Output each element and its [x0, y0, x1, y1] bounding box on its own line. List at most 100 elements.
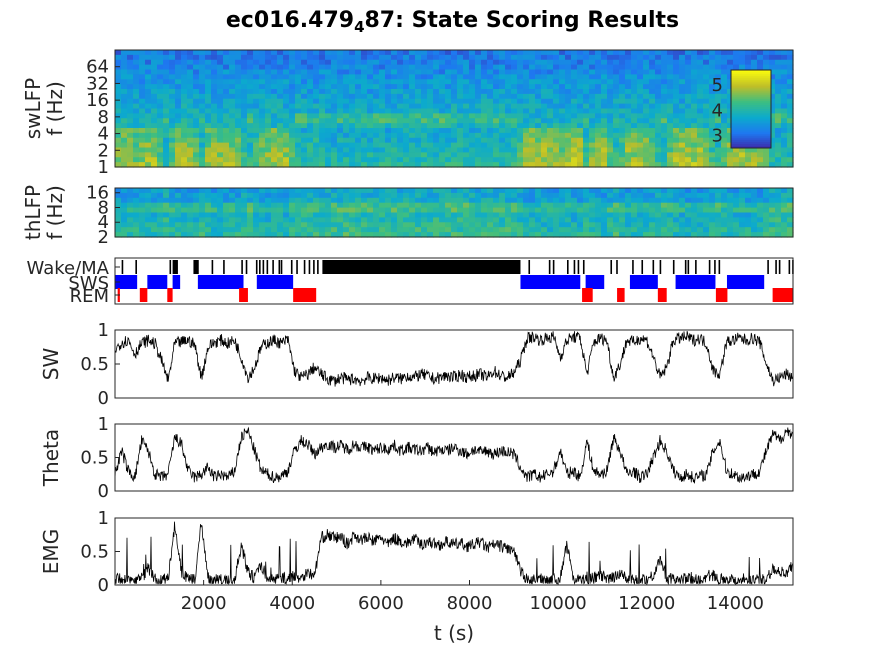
swlfp-cell	[229, 98, 236, 105]
swlfp-cell	[577, 79, 584, 85]
swlfp-cell	[667, 147, 674, 153]
swlfp-cell	[253, 74, 260, 80]
swlfp-cell	[181, 162, 188, 168]
swlfp-cell	[517, 157, 524, 163]
thlfp-cell	[241, 227, 248, 233]
swlfp-cell	[499, 118, 506, 124]
thlfp-cell	[139, 222, 146, 228]
swlfp-cell	[223, 132, 230, 139]
thlfp-cell	[271, 188, 278, 194]
swlfp-cell	[655, 137, 662, 144]
thlfp-cell	[325, 212, 332, 218]
swlfp-cell	[223, 103, 230, 110]
swlfp-cell	[121, 50, 128, 56]
swlfp-cell	[175, 103, 182, 110]
swlfp-cell	[535, 108, 542, 114]
swlfp-cell	[643, 123, 650, 129]
swlfp-cell	[775, 137, 782, 144]
swlfp-cell	[733, 162, 740, 168]
thlfp-cell	[517, 202, 524, 209]
swlfp-cell	[613, 59, 620, 66]
swlfp-cell	[469, 69, 476, 75]
thlfp-cell	[157, 222, 164, 228]
swlfp-cell	[535, 118, 542, 124]
thlfp-cell	[193, 222, 200, 228]
swlfp-cell	[283, 108, 290, 114]
swlfp-cell	[379, 98, 386, 105]
swlfp-cell	[787, 162, 794, 168]
swlfp-cell	[721, 132, 728, 139]
swlfp-cell	[595, 152, 602, 158]
swlfp-cell	[589, 69, 596, 75]
swlfp-cell	[775, 113, 782, 119]
thlfp-cell	[553, 192, 560, 199]
swlfp-cell	[241, 108, 248, 114]
thlfp-cell	[463, 217, 470, 223]
swlfp-cell	[139, 147, 146, 153]
thlfp-cell	[775, 202, 782, 209]
swlfp-cell	[625, 103, 632, 110]
swlfp-cell	[523, 123, 530, 129]
thlfp-cell	[409, 192, 416, 199]
swlfp-cell	[649, 113, 656, 119]
swlfp-cell	[583, 118, 590, 124]
swlfp-cell	[565, 69, 572, 75]
swlfp-cell	[697, 103, 704, 110]
thlfp-cell	[349, 207, 356, 214]
thlfp-cell	[169, 212, 176, 218]
swlfp-cell	[721, 118, 728, 124]
thlfp-cell	[211, 207, 218, 214]
swlfp-cell	[607, 162, 614, 168]
swlfp-cell	[439, 157, 446, 163]
thlfp-cell	[271, 232, 278, 238]
thlfp-cell	[169, 227, 176, 233]
thlfp-cell	[565, 222, 572, 228]
swlfp-cell	[457, 59, 464, 66]
swlfp-cell	[487, 123, 494, 129]
thlfp-cell	[511, 188, 518, 194]
thlfp-cell	[673, 188, 680, 194]
swlfp-cell	[775, 74, 782, 80]
swlfp-cell	[625, 118, 632, 124]
thlfp-cell	[175, 207, 182, 214]
swlfp-cell	[475, 128, 482, 134]
swlfp-cell	[139, 118, 146, 124]
thlfp-cell	[643, 207, 650, 214]
thlfp-cell	[727, 212, 734, 218]
swlfp-cell	[781, 128, 788, 134]
swlfp-cell	[439, 54, 446, 61]
swlfp-cell	[307, 128, 314, 134]
thlfp-cell	[781, 222, 788, 228]
thlfp-cell	[661, 188, 668, 194]
swlfp-cell	[229, 74, 236, 80]
swlfp-cell	[337, 142, 344, 149]
thlfp-cell	[673, 207, 680, 214]
swlfp-cell	[181, 64, 188, 71]
swlfp-cell	[157, 50, 164, 56]
colorbar-cell	[731, 107, 771, 110]
swlfp-cell	[115, 84, 122, 90]
thlfp-cell	[679, 207, 686, 214]
wake-bout	[290, 260, 293, 274]
swlfp-cell	[229, 123, 236, 129]
thlfp-cell	[637, 192, 644, 199]
thlfp-cell	[523, 207, 530, 214]
swlfp-cell	[529, 98, 536, 105]
swlfp-cell	[397, 54, 404, 61]
swlfp-cell	[691, 54, 698, 61]
thlfp-cell	[325, 197, 332, 204]
swlfp-cell	[751, 54, 758, 61]
swlfp-cell	[505, 74, 512, 80]
thlfp-cell	[601, 188, 608, 194]
swlfp-cell	[265, 123, 272, 129]
swlfp-cell	[361, 152, 368, 158]
swlfp-cell	[565, 142, 572, 149]
thlfp-cell	[649, 207, 656, 214]
swlfp-cell	[349, 113, 356, 119]
thlfp-cell	[571, 227, 578, 233]
swlfp-cell	[505, 59, 512, 66]
wake-bout	[528, 260, 531, 274]
thlfp-cell	[595, 217, 602, 223]
swlfp-cell	[559, 118, 566, 124]
thlfp-cell	[127, 227, 134, 233]
